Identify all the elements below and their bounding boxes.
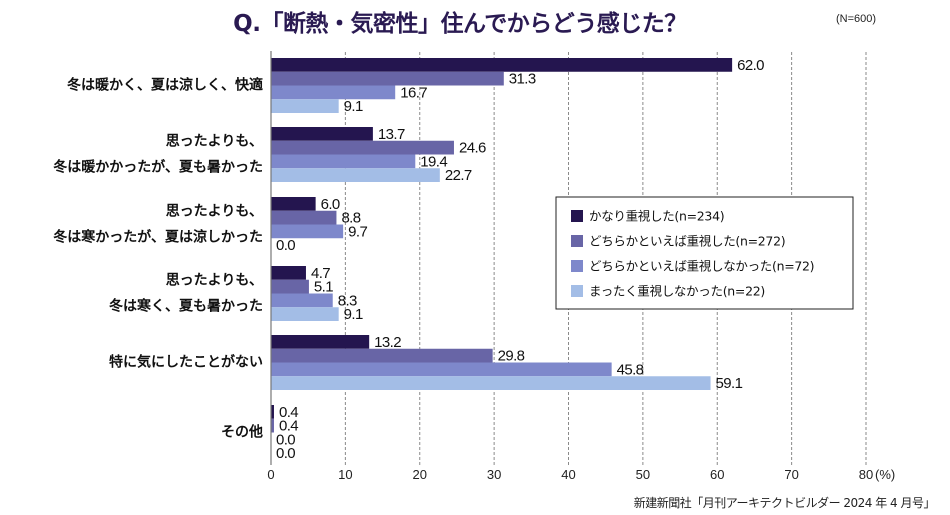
bar — [271, 99, 339, 113]
x-tick-label: 80 — [859, 467, 873, 482]
category-label: 冬は寒く、夏も暑かった — [109, 298, 263, 315]
bar — [271, 293, 333, 308]
legend-swatch — [571, 285, 583, 297]
bar — [271, 348, 493, 363]
data-label: 59.1 — [716, 375, 743, 392]
data-label: 0.0 — [276, 445, 295, 462]
bar — [271, 140, 454, 155]
data-label: 22.7 — [445, 167, 472, 184]
data-label: 9.1 — [344, 306, 363, 323]
data-label: 6.0 — [321, 196, 340, 213]
data-label: 4.7 — [311, 265, 330, 282]
data-label: 0.4 — [279, 418, 298, 435]
data-label: 31.3 — [509, 71, 536, 88]
legend-box — [555, 196, 854, 310]
category-label: 思ったよりも、 — [166, 204, 263, 220]
data-label: 5.1 — [314, 279, 333, 296]
bar — [271, 307, 339, 321]
bar — [271, 210, 337, 225]
category-label: 冬は寒かったが、夏は涼しかった — [53, 229, 263, 246]
bar — [271, 418, 274, 433]
category-label: 冬は暖かく、夏は涼しく、快適 — [67, 77, 263, 94]
bar — [271, 127, 373, 141]
bar — [271, 224, 344, 239]
category-label: その他 — [221, 424, 263, 441]
sample-size-note: (N=600) — [836, 13, 877, 25]
data-label: 0.4 — [279, 404, 298, 421]
legend-label: かなり重視した(n=234) — [589, 209, 724, 224]
x-tick-label: 40 — [561, 467, 575, 482]
legend-label: どちらかといえば重視した(n=272) — [589, 234, 785, 249]
data-label: 29.8 — [498, 348, 525, 365]
x-tick-label: 50 — [636, 467, 650, 482]
legend-label: どちらかといえば重視しなかった(n=72) — [589, 259, 814, 274]
legend-label: まったく重視しなかった(n=22) — [589, 284, 765, 299]
data-label: 9.7 — [348, 223, 367, 240]
bar — [271, 168, 440, 182]
category-label: 思ったよりも、 — [166, 273, 263, 289]
bar — [271, 58, 733, 72]
data-label: 62.0 — [737, 57, 764, 74]
x-tick-label: 70 — [784, 467, 798, 482]
x-tick-label: 0 — [267, 467, 274, 482]
bar — [271, 85, 396, 100]
x-tick-label: 30 — [487, 467, 501, 482]
category-label: 特に気にしたことがない — [109, 354, 263, 371]
data-label: 0.0 — [276, 431, 295, 448]
bar — [271, 376, 711, 390]
data-label: 16.7 — [400, 84, 427, 101]
data-label: 0.0 — [276, 237, 295, 254]
bar — [271, 279, 309, 294]
data-label: 24.6 — [459, 140, 486, 157]
x-tick-label: 20 — [413, 467, 427, 482]
data-label: 13.7 — [378, 126, 405, 143]
data-label: 19.4 — [420, 153, 447, 170]
bar — [271, 197, 316, 211]
data-label: 8.3 — [338, 292, 357, 309]
x-axis-unit: (%) — [875, 467, 895, 482]
source-credit: 新建新聞社「月刊アーキテクトビルダー 2024 年 4 月号」 — [633, 496, 936, 510]
x-tick-label: 10 — [338, 467, 352, 482]
data-label: 8.8 — [341, 210, 360, 227]
category-label: 思ったよりも、 — [166, 134, 263, 150]
chart-title: Q.「断熱・気密性」住んでからどう感じた？ — [233, 11, 687, 37]
bar — [271, 71, 504, 86]
bar — [271, 362, 612, 377]
bar — [271, 154, 416, 169]
category-label: 冬は暖かかったが、夏も暑かった — [53, 159, 263, 176]
data-label: 45.8 — [617, 361, 644, 378]
data-label: 13.2 — [374, 334, 401, 351]
legend-swatch — [571, 235, 583, 247]
bar — [271, 405, 274, 419]
legend-swatch — [571, 260, 583, 272]
legend-swatch — [571, 210, 583, 222]
bar — [271, 266, 306, 280]
data-label: 9.1 — [344, 98, 363, 115]
x-tick-label: 60 — [710, 467, 724, 482]
bar — [271, 335, 370, 349]
